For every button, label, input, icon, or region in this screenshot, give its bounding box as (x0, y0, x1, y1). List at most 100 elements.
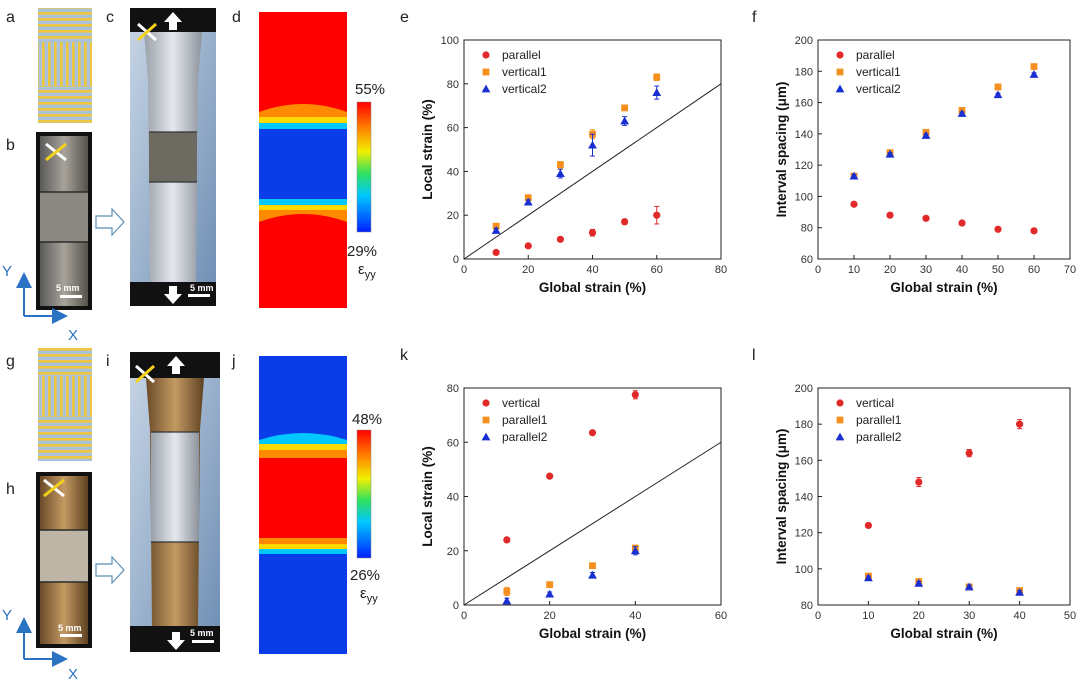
arrow-b-to-c (95, 207, 125, 237)
x-tick-label: 50 (1064, 610, 1076, 622)
data-point-parallel2 (964, 582, 974, 591)
data-point-vertical2 (652, 88, 662, 96)
y-tick-label: 0 (453, 254, 459, 266)
y-tick-label: 60 (447, 123, 459, 135)
chart-f: 0 10 20 30 40 50 60 70 60 80 100 120 140 160 180 200 Glo… (774, 35, 1076, 295)
data-point-parallel (958, 219, 966, 227)
panel-label-i: i (106, 353, 110, 370)
x-tick-label: 20 (522, 264, 534, 276)
axis-letter-y-top: Y (2, 263, 12, 280)
axis-letter-x-top: X (68, 327, 78, 344)
legend-marker-vertical (482, 399, 490, 407)
data-point-vertical (1016, 420, 1024, 428)
pattern-vertical-stripes-g (38, 376, 92, 416)
x-tick-label: 30 (963, 610, 975, 622)
legend-label-vertical: vertical (502, 396, 540, 410)
y-tick-label: 140 (795, 129, 813, 141)
arrow-h-to-i (95, 555, 125, 585)
legend-marker-parallel2 (481, 432, 491, 441)
panel-label-k: k (400, 347, 409, 364)
x-tick-label: 10 (848, 264, 860, 276)
data-point-vertical (546, 472, 554, 480)
data-point-parallel (653, 211, 661, 219)
scale-bar-label-b: 5 mm (56, 283, 80, 293)
y-tick-label: 80 (801, 223, 813, 235)
strain-map-d (259, 12, 347, 308)
colorbar-d (356, 101, 372, 233)
data-point-parallel2 (545, 589, 555, 598)
data-point-parallel (524, 242, 532, 250)
x-tick-label: 60 (1028, 264, 1040, 276)
data-point-parallel (922, 214, 930, 222)
legend-label-vertical2: vertical2 (502, 82, 547, 96)
data-point-vertical2 (921, 131, 931, 139)
data-point-parallel2 (502, 596, 512, 605)
y-tick-label: 80 (801, 600, 813, 612)
legend-label-parallel1: parallel1 (502, 413, 548, 427)
legend-marker-vertical2 (835, 84, 845, 93)
data-point-parallel (588, 229, 597, 237)
x-axis-label: Global strain (%) (890, 626, 997, 641)
chart-k: 0 20 40 60 0 20 40 60 80 Global strain (%) Local s… (420, 383, 727, 641)
colorbar-strain-d: εyy (358, 261, 376, 281)
xy-axes-top (16, 272, 68, 324)
x-tick-label: 10 (862, 610, 874, 622)
legend-label-vertical1: vertical1 (856, 65, 901, 79)
colorbar-min-j: 26% (350, 567, 380, 584)
x-tick-label: 60 (651, 264, 663, 276)
x-axis-label: Global strain (%) (539, 280, 646, 295)
specimen-photo-h (36, 472, 92, 648)
y-tick-label: 160 (795, 455, 813, 467)
panel-label-c: c (106, 9, 114, 26)
y-tick-label: 180 (795, 66, 813, 78)
legend-label-parallel: parallel (856, 48, 895, 62)
colorbar-j (356, 429, 372, 559)
y-tick-label: 120 (795, 160, 813, 172)
data-point-parallel (556, 235, 564, 243)
strain-map-j (259, 356, 347, 654)
data-point-parallel (621, 218, 629, 226)
x-tick-label: 40 (1013, 610, 1025, 622)
data-point-parallel1 (589, 562, 596, 570)
data-point-vertical2 (523, 197, 533, 206)
axis-letter-y-bottom: Y (2, 607, 12, 624)
data-point-vertical1 (556, 161, 564, 169)
y-tick-label: 20 (447, 546, 459, 558)
axis-letter-x-bottom: X (68, 666, 78, 682)
y-axis-label: Local strain (%) (420, 99, 435, 200)
x-tick-label: 0 (461, 264, 467, 276)
data-point-parallel1 (503, 588, 511, 595)
x-tick-label: 60 (715, 610, 727, 622)
y-tick-label: 140 (795, 492, 813, 504)
colorbar-min-d: 29% (347, 243, 377, 260)
data-point-vertical2 (588, 140, 597, 149)
scale-bar-label-i: 5 mm (190, 628, 214, 638)
data-point-vertical2 (491, 226, 501, 234)
x-tick-label: 50 (992, 264, 1004, 276)
colorbar-max-d: 55% (355, 81, 385, 98)
panel-label-e: e (400, 9, 409, 26)
data-point-vertical2 (1029, 70, 1039, 78)
x-tick-label: 70 (1064, 264, 1076, 276)
x-tick-label: 20 (544, 610, 556, 622)
data-point-vertical (965, 449, 973, 457)
y-tick-label: 40 (447, 166, 459, 178)
data-point-vertical (915, 478, 923, 486)
y-tick-label: 20 (447, 210, 459, 222)
colorbar-max-j: 48% (352, 411, 382, 428)
x-tick-label: 0 (815, 264, 821, 276)
data-point-vertical1 (1030, 63, 1038, 70)
data-point-vertical1 (621, 104, 629, 112)
legend-marker-parallel1 (482, 416, 490, 424)
x-axis-label: Global strain (%) (890, 280, 997, 295)
panel-label-d: d (232, 9, 241, 26)
x-tick-label: 20 (913, 610, 925, 622)
data-point-parallel (492, 248, 500, 257)
scale-bar-label-h: 5 mm (58, 623, 82, 633)
legend-label-parallel2: parallel2 (856, 430, 902, 444)
y-tick-label: 60 (801, 254, 813, 266)
y-tick-label: 0 (453, 600, 459, 612)
data-point-vertical2 (849, 171, 859, 180)
legend-label-vertical: vertical (856, 396, 894, 410)
